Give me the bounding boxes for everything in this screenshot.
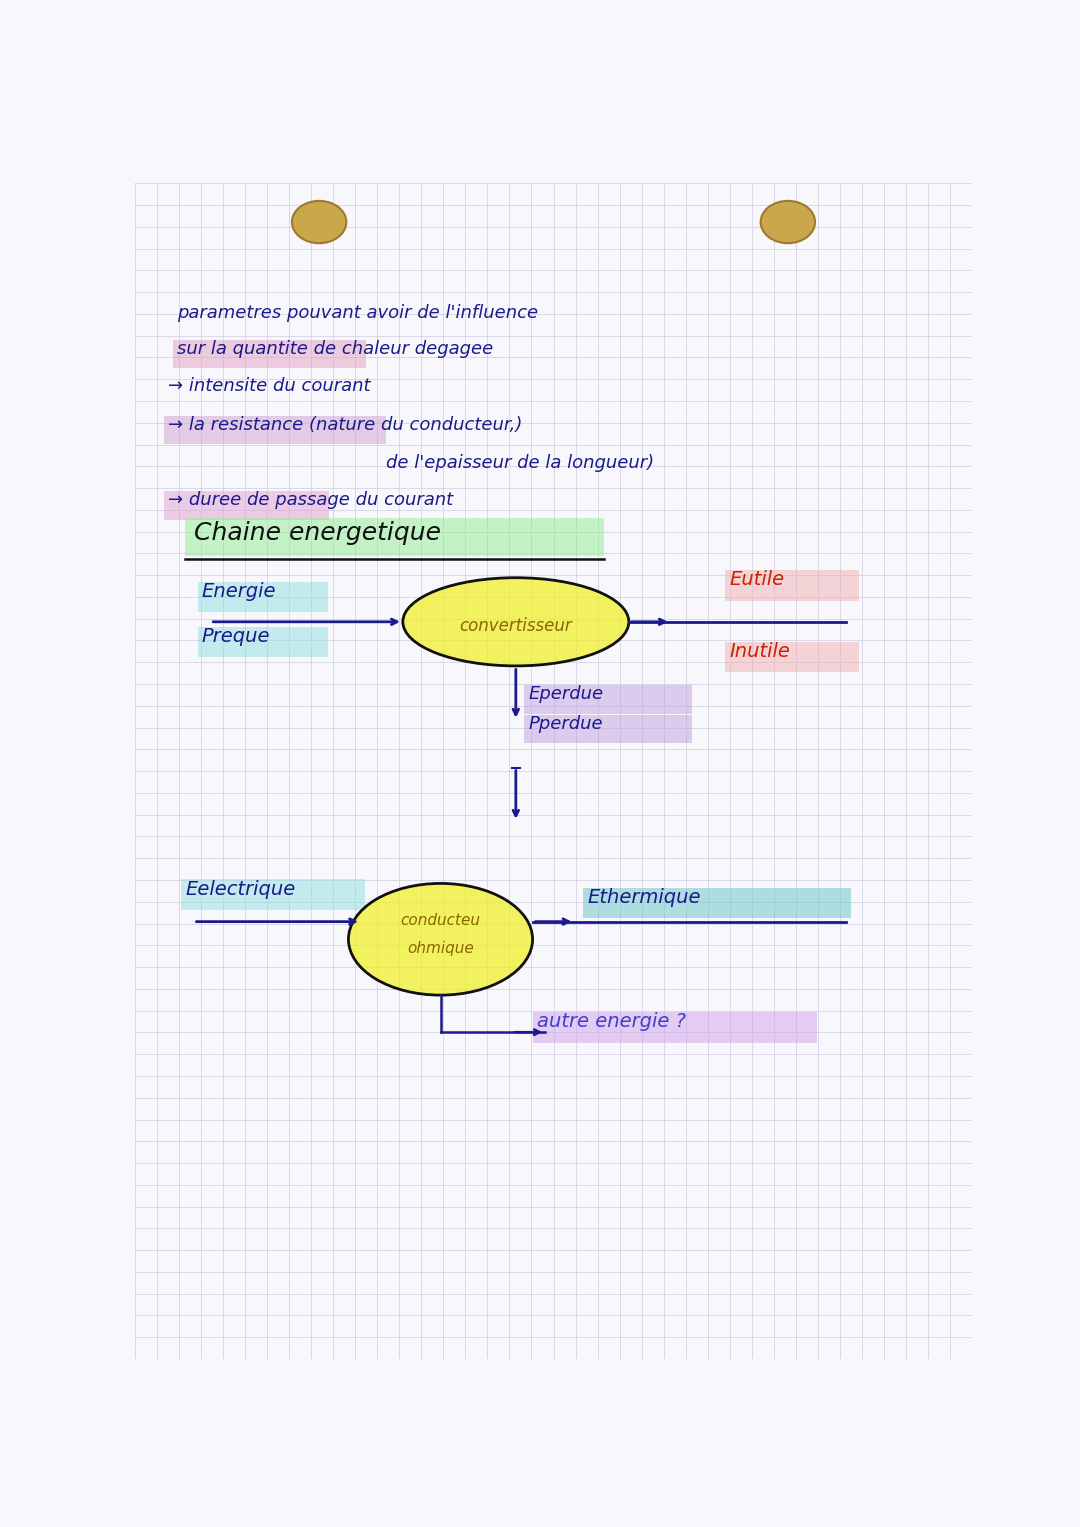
FancyBboxPatch shape <box>164 415 387 444</box>
Text: Eutile: Eutile <box>729 571 784 589</box>
FancyBboxPatch shape <box>725 641 859 672</box>
FancyBboxPatch shape <box>164 492 329 519</box>
Text: de l'epaisseur de la longueur): de l'epaisseur de la longueur) <box>387 454 654 472</box>
Text: Preque: Preque <box>202 626 270 646</box>
Ellipse shape <box>403 577 629 666</box>
Ellipse shape <box>760 202 815 243</box>
FancyBboxPatch shape <box>198 582 327 612</box>
Ellipse shape <box>349 884 532 996</box>
Text: convertisseur: convertisseur <box>459 617 572 635</box>
Text: ohmique: ohmique <box>407 941 474 956</box>
FancyBboxPatch shape <box>173 339 366 368</box>
Text: Pperdue: Pperdue <box>528 715 603 733</box>
Text: → la resistance (nature du conducteur,): → la resistance (nature du conducteur,) <box>168 417 523 434</box>
FancyBboxPatch shape <box>583 887 851 918</box>
Text: Inutile: Inutile <box>729 641 791 661</box>
Text: → intensite du courant: → intensite du courant <box>168 377 372 395</box>
Text: Energie: Energie <box>202 582 276 602</box>
FancyBboxPatch shape <box>186 518 604 556</box>
Text: Eelectrique: Eelectrique <box>186 880 296 898</box>
Text: Eperdue: Eperdue <box>528 686 604 704</box>
Text: Chaine energetique: Chaine energetique <box>193 521 441 545</box>
Text: conducteu: conducteu <box>401 913 481 928</box>
Text: parametres pouvant avoir de l'influence: parametres pouvant avoir de l'influence <box>177 304 538 322</box>
Ellipse shape <box>292 202 347 243</box>
FancyBboxPatch shape <box>532 1012 818 1043</box>
Text: Ethermique: Ethermique <box>588 887 701 907</box>
Text: sur la quantite de chaleur degagee: sur la quantite de chaleur degagee <box>177 339 494 357</box>
FancyBboxPatch shape <box>198 626 327 657</box>
FancyBboxPatch shape <box>725 570 859 600</box>
FancyBboxPatch shape <box>181 880 365 910</box>
FancyBboxPatch shape <box>524 715 691 744</box>
Text: → duree de passage du courant: → duree de passage du courant <box>168 492 454 510</box>
FancyBboxPatch shape <box>524 686 691 713</box>
Text: autre energie ?: autre energie ? <box>537 1012 686 1031</box>
